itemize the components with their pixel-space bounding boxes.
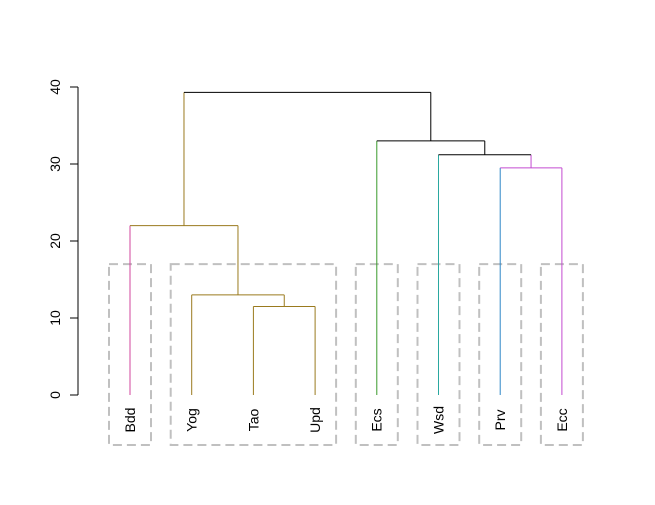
- leaf-label: Bdd: [122, 408, 138, 433]
- cluster-boxes: [108, 263, 584, 446]
- y-tick-label: 10: [47, 310, 63, 326]
- y-axis: 0 10 20 30 40: [47, 79, 79, 399]
- y-tick-label: 30: [47, 156, 63, 172]
- leaf-label: Upd: [307, 407, 323, 433]
- leaf-label: Ecs: [369, 408, 385, 431]
- leaf-label: Ecc: [554, 408, 570, 431]
- cluster-box: [169, 263, 338, 446]
- leaf-label: Wsd: [430, 406, 446, 434]
- y-tick-label: 0: [47, 391, 63, 399]
- leaf-label: Prv: [492, 410, 508, 431]
- leaf-label: Tao: [245, 409, 261, 432]
- y-tick-label: 40: [47, 79, 63, 95]
- leaf-labels: Bdd Yog Tao Upd Ecs Wsd Prv Ecc: [122, 406, 570, 434]
- y-tick-label: 20: [47, 233, 63, 249]
- leaf-label: Yog: [184, 408, 200, 432]
- dendrogram-branches: [129, 91, 563, 395]
